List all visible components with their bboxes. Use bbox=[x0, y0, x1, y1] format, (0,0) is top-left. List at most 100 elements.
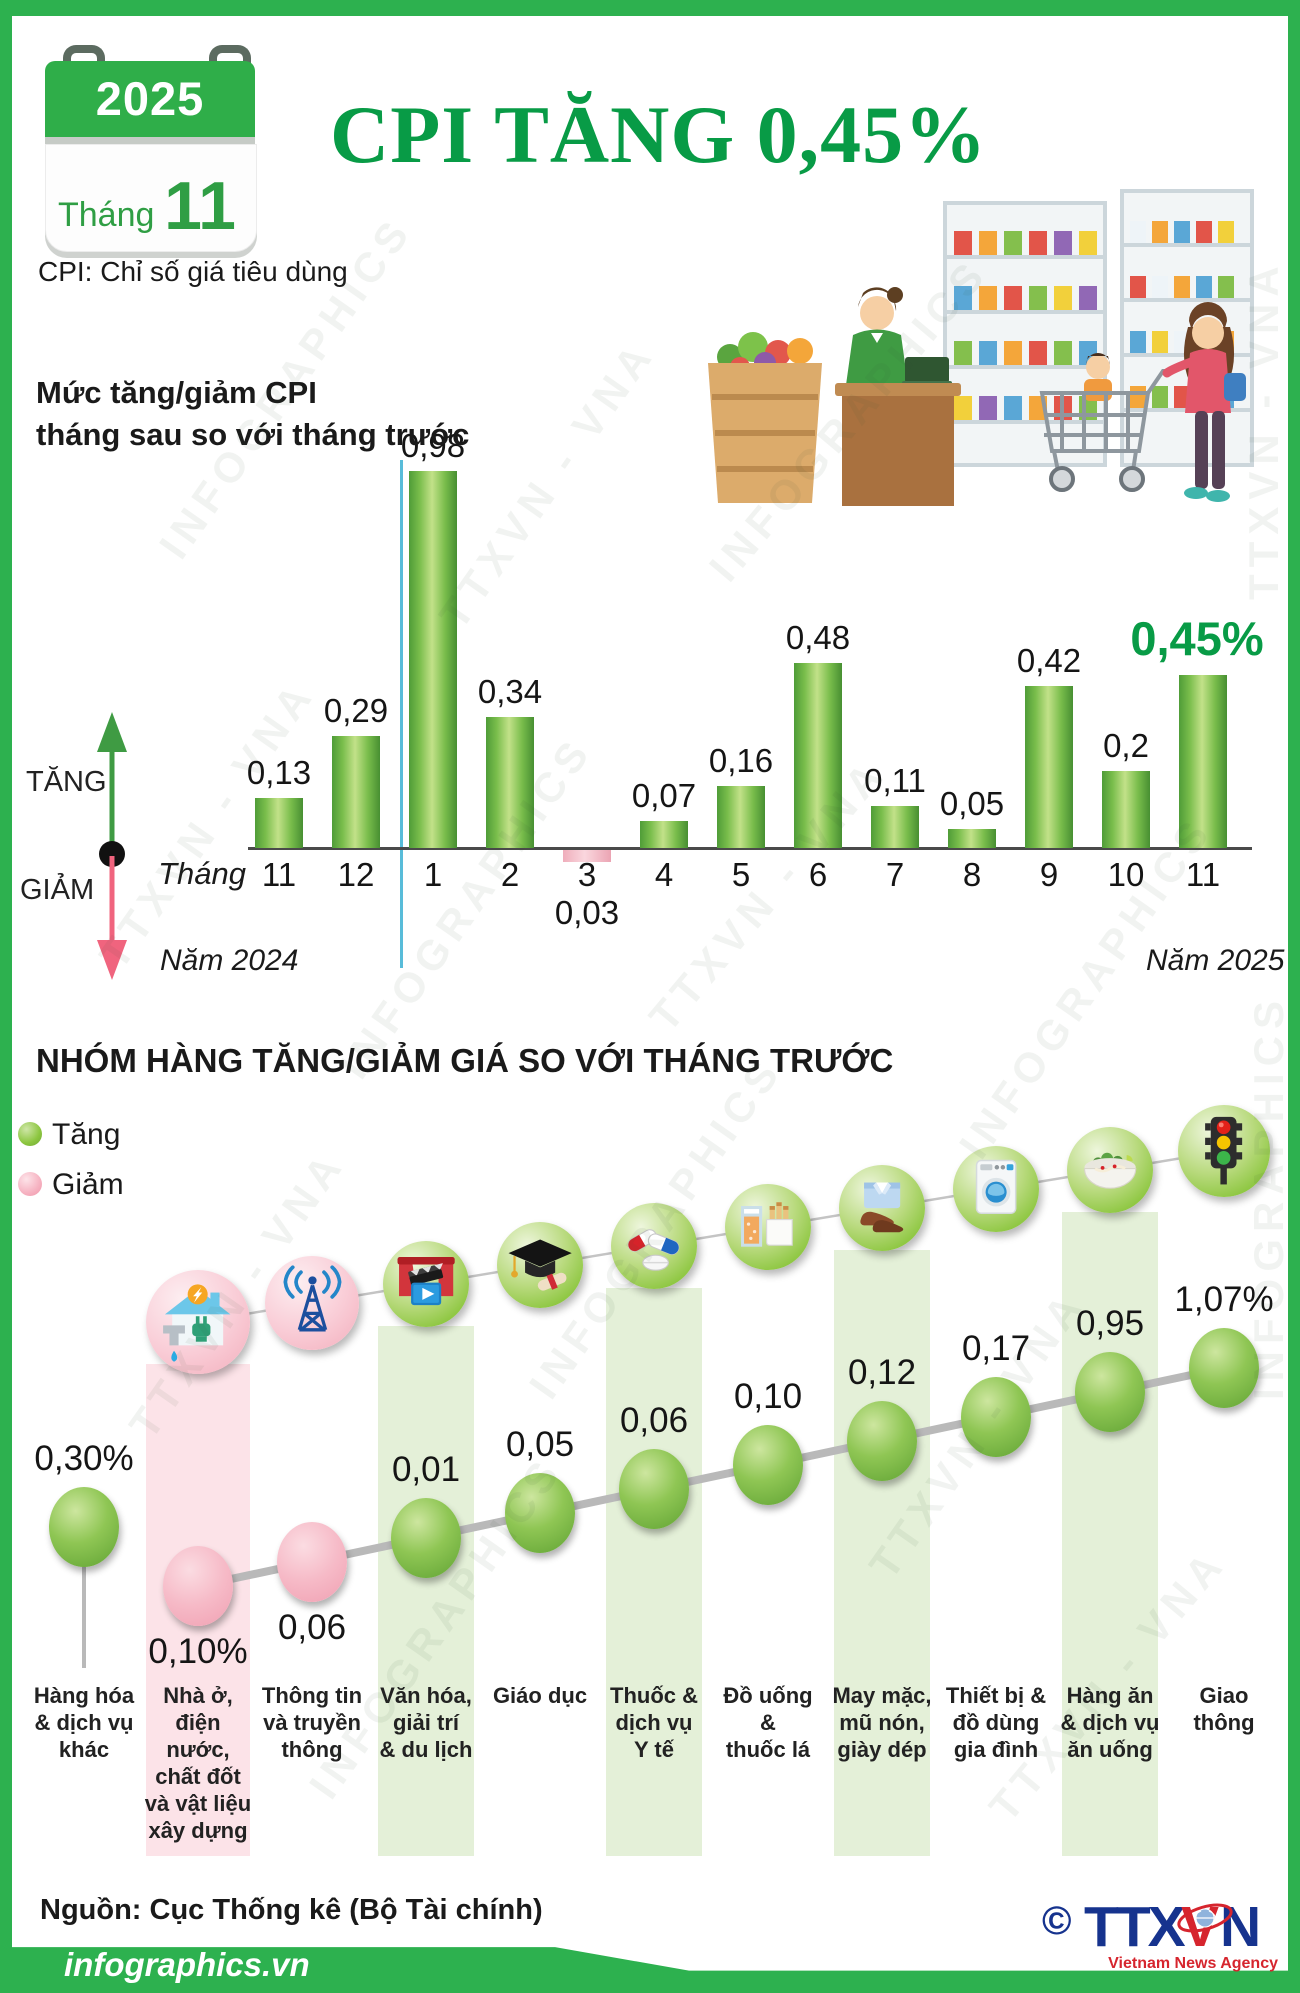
calendar-month-number: 11 bbox=[164, 168, 236, 244]
category-value: 0,12 bbox=[847, 1353, 917, 1392]
food-bowl-icon bbox=[1067, 1127, 1153, 1213]
cpi-bar-month-9 bbox=[1025, 686, 1073, 848]
section2-title: NHÓM HÀNG TĂNG/GIẢM GIÁ SO VỚI THÁNG TRƯ… bbox=[36, 1042, 894, 1079]
cpi-bar-month-2 bbox=[486, 717, 534, 848]
category-value: 0,06 bbox=[277, 1608, 347, 1647]
chart1-title: Mức tăng/giảm CPI tháng sau so với tháng… bbox=[36, 375, 470, 452]
cpi-month-tick: 9 bbox=[1039, 856, 1059, 893]
cpi-bar-value: 0,13 bbox=[246, 754, 312, 791]
cpi-bar-month-3 bbox=[563, 850, 611, 862]
legend-down-label: Giảm bbox=[52, 1168, 124, 1201]
cpi-month-tick: 2 bbox=[500, 856, 520, 893]
page-border-top bbox=[0, 0, 1300, 16]
legend-up-label: Tăng bbox=[52, 1118, 121, 1151]
calendar-badge: 2025 Tháng 11 bbox=[45, 45, 257, 253]
cpi-month-tick: 5 bbox=[731, 856, 751, 893]
cpi-month-tick: 6 bbox=[808, 856, 828, 893]
calendar-month-label: Tháng bbox=[58, 196, 155, 234]
cpi-bar-value: 0,16 bbox=[708, 742, 774, 779]
ttxvn-logo: © TTX V N Vietnam News Agency bbox=[1042, 1895, 1278, 1972]
supermarket-illustration bbox=[708, 189, 1254, 506]
category-bubble bbox=[505, 1473, 575, 1553]
calendar-divider bbox=[45, 137, 255, 144]
page-title: CPI TĂNG 0,45% bbox=[330, 89, 988, 180]
category-label: Thông tin và truyền thông bbox=[261, 1683, 363, 1762]
broadcast-tower-icon bbox=[265, 1256, 359, 1350]
logo-ttx: TTX bbox=[1084, 1895, 1186, 1959]
cpi-bar-month-6 bbox=[794, 663, 842, 848]
page-border-right bbox=[1288, 0, 1300, 1993]
year-2025-label: Năm 2025 bbox=[1146, 944, 1285, 977]
cpi-bar-value: 0,42 bbox=[1016, 642, 1082, 679]
increase-decrease-arrow-icon bbox=[97, 712, 127, 980]
house-utilities-icon bbox=[146, 1270, 250, 1374]
beverage-tobacco-icon bbox=[725, 1184, 811, 1270]
cinema-icon bbox=[383, 1241, 469, 1327]
category-label: Đồ uống & thuốc lá bbox=[723, 1683, 813, 1762]
year-2024-label: Năm 2024 bbox=[160, 944, 299, 977]
cpi-bar-month-4 bbox=[640, 821, 688, 848]
category-bubble bbox=[1075, 1352, 1145, 1432]
cashier bbox=[835, 287, 961, 506]
category-bubble bbox=[277, 1522, 347, 1602]
calendar-year: 2025 bbox=[95, 72, 205, 125]
cpi-bar-month-1 bbox=[409, 471, 457, 848]
category-value: 0,17 bbox=[961, 1329, 1031, 1368]
category-label: Giao thông bbox=[1193, 1683, 1255, 1735]
cpi-bar-value: 0,03 bbox=[554, 894, 620, 931]
category-bubble bbox=[163, 1546, 233, 1626]
shopper-woman bbox=[1162, 302, 1246, 502]
medicine-icon bbox=[611, 1203, 697, 1289]
legend-up-dot-icon bbox=[18, 1122, 42, 1146]
cpi-bar-value: 0,45% bbox=[1130, 612, 1264, 665]
shelf-center bbox=[943, 201, 1107, 467]
category-label: Hàng ăn & dịch vụ ăn uống bbox=[1060, 1683, 1160, 1762]
cpi-month-tick: 11 bbox=[261, 856, 297, 893]
tang-label: TĂNG bbox=[26, 766, 107, 798]
vegetable-crate bbox=[708, 332, 822, 503]
giam-label: GIẢM bbox=[20, 874, 95, 906]
clothing-shoes-icon bbox=[839, 1165, 925, 1251]
cpi-month-tick: 8 bbox=[962, 856, 982, 893]
washing-machine-icon bbox=[953, 1146, 1039, 1232]
cpi-bar-month-10 bbox=[1102, 771, 1150, 848]
chart1-axis-prefix: Tháng bbox=[158, 856, 246, 891]
cpi-bar-month-5 bbox=[717, 786, 765, 848]
category-bubble bbox=[391, 1498, 461, 1578]
cpi-bar-month-11 bbox=[255, 798, 303, 848]
copyright-icon: © bbox=[1042, 1899, 1071, 1943]
category-label: Thiết bị & đồ dùng gia đình bbox=[945, 1683, 1047, 1762]
category-label: Giáo dục bbox=[492, 1683, 588, 1708]
calendar-header: 2025 bbox=[45, 61, 255, 137]
page-border-left bbox=[0, 0, 12, 1993]
category-label: Hàng hóa & dịch vụ khác bbox=[33, 1683, 135, 1762]
category-bubble bbox=[619, 1449, 689, 1529]
category-bubble bbox=[961, 1377, 1031, 1457]
cpi-month-tick: 11 bbox=[1185, 856, 1221, 893]
category-value: 0,05 bbox=[505, 1425, 575, 1464]
category-bubble bbox=[49, 1487, 119, 1567]
cpi-bar-value: 0,29 bbox=[323, 692, 389, 729]
category-value: 0,10 bbox=[733, 1377, 803, 1416]
category-value: 0,95 bbox=[1075, 1304, 1145, 1343]
logo-swoosh-icon bbox=[1177, 1903, 1233, 1933]
cpi-bar-value: 0,2 bbox=[1103, 727, 1149, 764]
category-label: Thuốc & dịch vụ Y tế bbox=[610, 1683, 698, 1762]
category-value: 1,07% bbox=[1174, 1280, 1274, 1319]
category-bubble bbox=[1189, 1328, 1259, 1408]
cpi-bar-value: 0,98 bbox=[400, 427, 466, 464]
category-value: 0,06 bbox=[619, 1401, 689, 1440]
legend-down-dot-icon bbox=[18, 1172, 42, 1196]
graduation-cap-icon bbox=[497, 1222, 583, 1308]
brand-text: infographics.vn bbox=[64, 1946, 310, 1983]
cpi-month-tick: 1 bbox=[423, 856, 443, 893]
cpi-month-tick: 3 bbox=[577, 856, 597, 893]
logo-n: N bbox=[1220, 1895, 1261, 1959]
category-value: 0,10% bbox=[148, 1632, 248, 1671]
logo-subtitle: Vietnam News Agency bbox=[1108, 1955, 1278, 1972]
category-value: 0,30% bbox=[34, 1439, 134, 1478]
page-subtitle: CPI: Chỉ số giá tiêu dùng bbox=[38, 256, 348, 287]
category-label: May mặc, mũ nón, giày dép bbox=[832, 1683, 932, 1762]
